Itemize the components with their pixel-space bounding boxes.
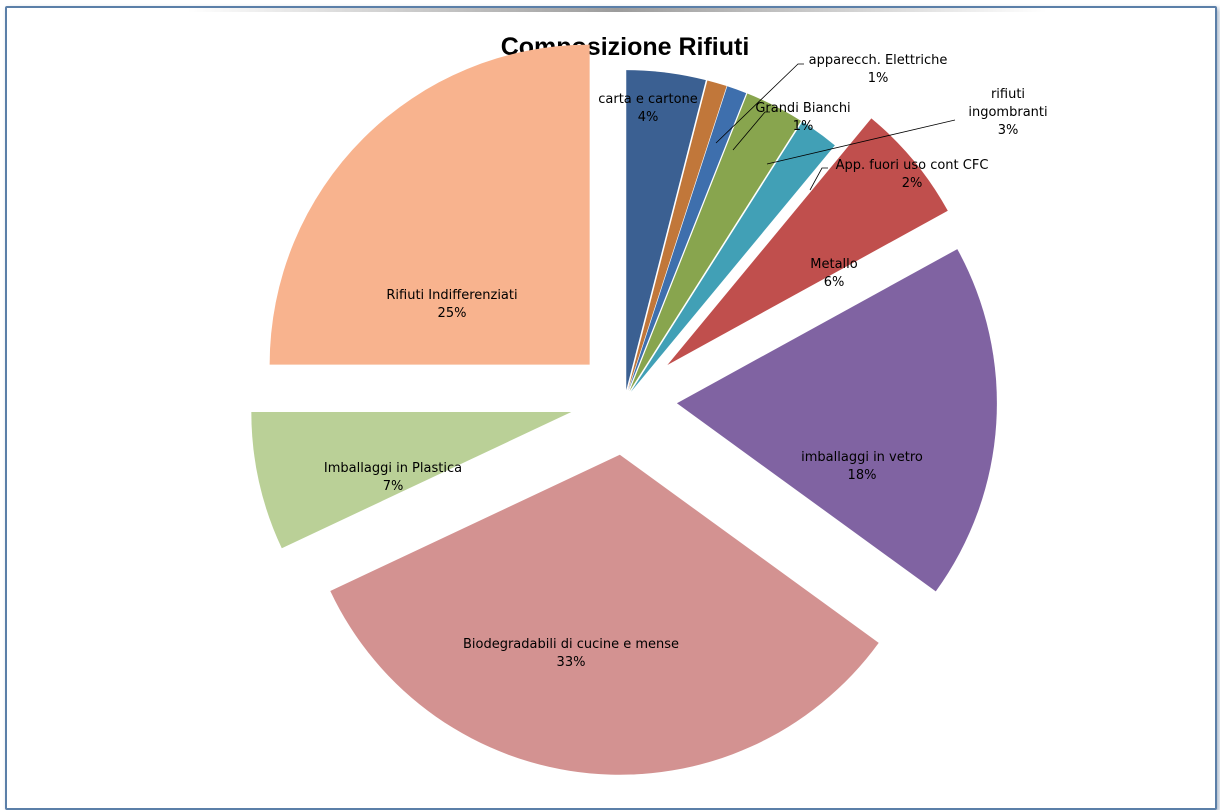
pie-slice-rifiuti-indifferenziati bbox=[269, 44, 590, 365]
pie-slice-app-fuori-uso-cont-cfc bbox=[630, 121, 835, 392]
slice-label: App. fuori uso cont CFC 2% bbox=[836, 158, 989, 191]
slice-percent-label: 4% bbox=[638, 110, 659, 125]
leader-line bbox=[766, 119, 956, 165]
pie-slice-rifiuti-ingombranti bbox=[629, 93, 802, 392]
slice-label: Imballaggi in Plastica 7% bbox=[324, 461, 462, 494]
slice-label: Grandi Bianchi 1% bbox=[755, 101, 850, 134]
slice-label: carta e cartone 4% bbox=[598, 92, 698, 125]
pie-slice-metallo bbox=[667, 118, 948, 365]
slice-category-label: Grandi Bianchi bbox=[755, 101, 850, 116]
slice-percent-label: 3% bbox=[998, 123, 1019, 138]
pie-slice-apparecch-elettriche bbox=[627, 80, 727, 391]
leader-line bbox=[715, 63, 804, 144]
slice-label: rifiuti ingombranti 3% bbox=[968, 87, 1047, 138]
pie-slice-imballaggi-in-vetro bbox=[676, 249, 997, 592]
slice-category-label: apparecch. Elettriche bbox=[809, 53, 948, 68]
slice-percent-label: 2% bbox=[902, 176, 923, 191]
slice-category-label: imballaggi in vetro bbox=[801, 450, 923, 465]
slice-percent-label: 7% bbox=[383, 479, 404, 494]
slice-category-label: rifiuti bbox=[991, 87, 1025, 102]
slice-percent-label: 25% bbox=[438, 306, 467, 321]
slice-category-label: Imballaggi in Plastica bbox=[324, 461, 462, 476]
slice-label: apparecch. Elettriche 1% bbox=[809, 53, 948, 86]
slice-label: Metallo 6% bbox=[810, 257, 858, 290]
pie-slice-carta-e-cartone bbox=[626, 70, 706, 391]
slice-category-label: App. fuori uso cont CFC bbox=[836, 158, 989, 173]
slice-label: Rifiuti Indifferenziati 25% bbox=[386, 288, 517, 321]
slice-percent-label: 18% bbox=[848, 468, 877, 483]
slice-label: imballaggi in vetro 18% bbox=[801, 450, 923, 483]
leader-line bbox=[809, 167, 828, 191]
leader-line bbox=[732, 111, 770, 151]
slice-percent-label: 6% bbox=[824, 275, 845, 290]
slice-category-label: Biodegradabili di cucine e mense bbox=[463, 637, 679, 652]
slice-category-label: Rifiuti Indifferenziati bbox=[386, 288, 517, 303]
slice-label: Biodegradabili di cucine e mense 33% bbox=[463, 637, 679, 670]
slice-category-label: ingombranti bbox=[968, 105, 1047, 120]
pie-slice-imballaggi-in-plastica bbox=[251, 411, 572, 549]
slice-category-label: carta e cartone bbox=[598, 92, 698, 107]
slice-percent-label: 33% bbox=[557, 655, 586, 670]
top-shadow bbox=[187, 8, 1047, 12]
slice-percent-label: 1% bbox=[793, 119, 814, 134]
slice-category-label: Metallo bbox=[810, 257, 858, 272]
pie-slice-grandi-bianchi bbox=[628, 86, 747, 391]
slice-percent-label: 1% bbox=[868, 71, 889, 86]
pie-slice-biodegradabili-di-cucine-e-mense bbox=[330, 454, 879, 775]
